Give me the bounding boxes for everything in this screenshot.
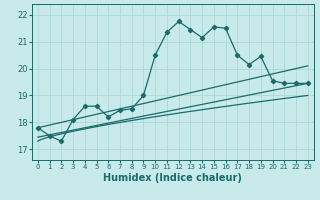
- X-axis label: Humidex (Indice chaleur): Humidex (Indice chaleur): [103, 173, 242, 183]
